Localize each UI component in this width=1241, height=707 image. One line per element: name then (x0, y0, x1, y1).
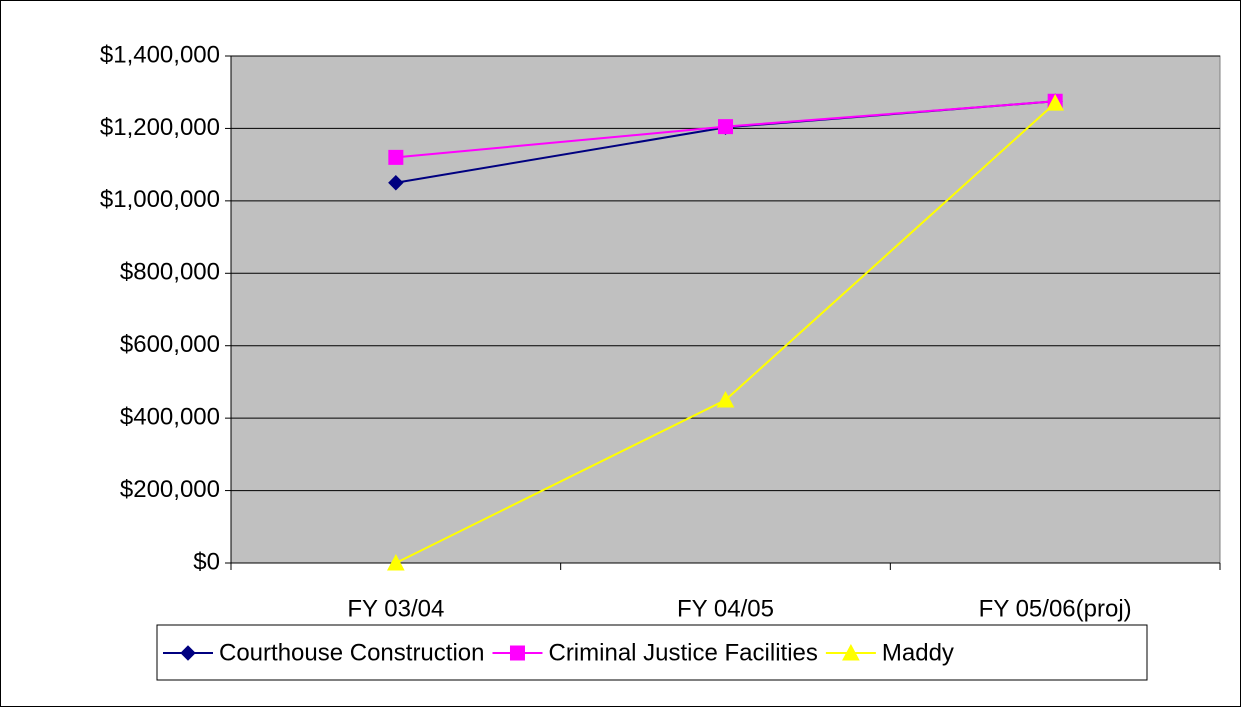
marker (509, 645, 525, 661)
y-tick-label: $600,000 (120, 331, 220, 358)
y-tick-label: $800,000 (120, 259, 220, 286)
y-tick-label: $1,000,000 (100, 186, 220, 213)
legend-box (156, 624, 1148, 681)
y-tick-label: $1,200,000 (100, 114, 220, 141)
marker (716, 390, 735, 408)
marker (718, 119, 733, 135)
legend-label: Criminal Justice Facilities (548, 639, 817, 666)
marker (388, 175, 404, 191)
y-tick-label: $400,000 (120, 403, 220, 430)
legend-label: Courthouse Construction (219, 639, 484, 666)
plot-area (230, 55, 1221, 564)
marker (388, 149, 404, 165)
marker (1046, 94, 1065, 111)
y-tick-label: $1,400,000 (100, 41, 220, 68)
x-tick-label: FY 04/05 (677, 595, 774, 622)
y-tick-label: $0 (193, 548, 220, 575)
marker (386, 553, 405, 571)
x-tick-label: FY 03/04 (347, 595, 444, 622)
x-tick-label: FY 05/06(proj) (979, 595, 1132, 622)
marker (180, 645, 196, 661)
legend-label: Maddy (882, 639, 954, 666)
y-tick-label: $200,000 (120, 476, 220, 503)
marker (842, 643, 860, 661)
